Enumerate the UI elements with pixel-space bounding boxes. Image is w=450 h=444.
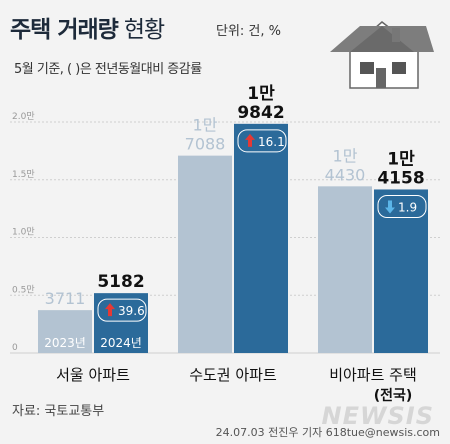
year-label: 2024년 <box>100 336 142 350</box>
change-value: 1.9 <box>398 200 417 214</box>
unit-label: 단위: 건, % <box>216 24 282 39</box>
y-tick-label: 2.0만 <box>12 111 35 122</box>
bar-2024 <box>234 123 288 354</box>
watermark: NEWSIS <box>321 402 434 430</box>
bar-2024 <box>94 293 148 353</box>
chart-title: 주택 거래량 현황 <box>10 10 165 43</box>
data-label: 7088 <box>185 135 226 154</box>
data-label: 4430 <box>325 165 366 184</box>
bar-2023 <box>318 186 372 353</box>
y-tick-label: 0.5만 <box>12 284 35 295</box>
up-arrow-icon <box>248 138 252 147</box>
data-label: 1만 <box>193 116 218 135</box>
change-value: 16.1 <box>258 135 285 149</box>
data-label: 5182 <box>97 272 144 292</box>
source-label: 자료: 국토교통부 <box>12 404 105 419</box>
data-label: 1만 <box>247 84 275 104</box>
title-main: 주택 거래량 <box>10 17 119 43</box>
down-arrow-icon <box>388 200 392 209</box>
up-arrow-icon <box>108 308 112 317</box>
change-value: 39.6 <box>118 304 145 318</box>
data-label: 9842 <box>237 103 284 123</box>
category-label: 수도권 아파트 <box>189 366 277 384</box>
change-badge <box>377 194 427 218</box>
house-icon <box>330 21 434 89</box>
down-arrow-icon <box>385 207 395 214</box>
up-arrow-icon <box>105 303 115 310</box>
y-tick-label: 1.0만 <box>12 227 35 238</box>
year-label: 2023년 <box>44 336 86 350</box>
subtitle: 5월 기준, ( )은 전년동월대비 증감률 <box>14 62 202 77</box>
data-label: 3711 <box>45 289 86 308</box>
category-label: 비아파트 주택 <box>329 366 417 384</box>
bar-2023 <box>38 310 92 353</box>
bar-2023 <box>178 155 232 353</box>
category-sublabel: (전국) <box>374 387 413 404</box>
data-label: 1만 <box>387 149 415 169</box>
y-tick-label: 1.5만 <box>12 169 35 180</box>
up-arrow-icon <box>245 133 255 140</box>
change-badge <box>97 298 147 322</box>
category-label: 서울 아파트 <box>56 366 130 384</box>
change-badge <box>237 129 287 153</box>
title-sub: 현황 <box>123 17 165 43</box>
data-label: 4158 <box>377 168 424 188</box>
credit-label: 24.07.03 전진우 기자 618tue@newsis.com <box>215 426 440 439</box>
data-label: 1만 <box>333 146 358 165</box>
y-tick-label: 0 <box>12 343 18 353</box>
